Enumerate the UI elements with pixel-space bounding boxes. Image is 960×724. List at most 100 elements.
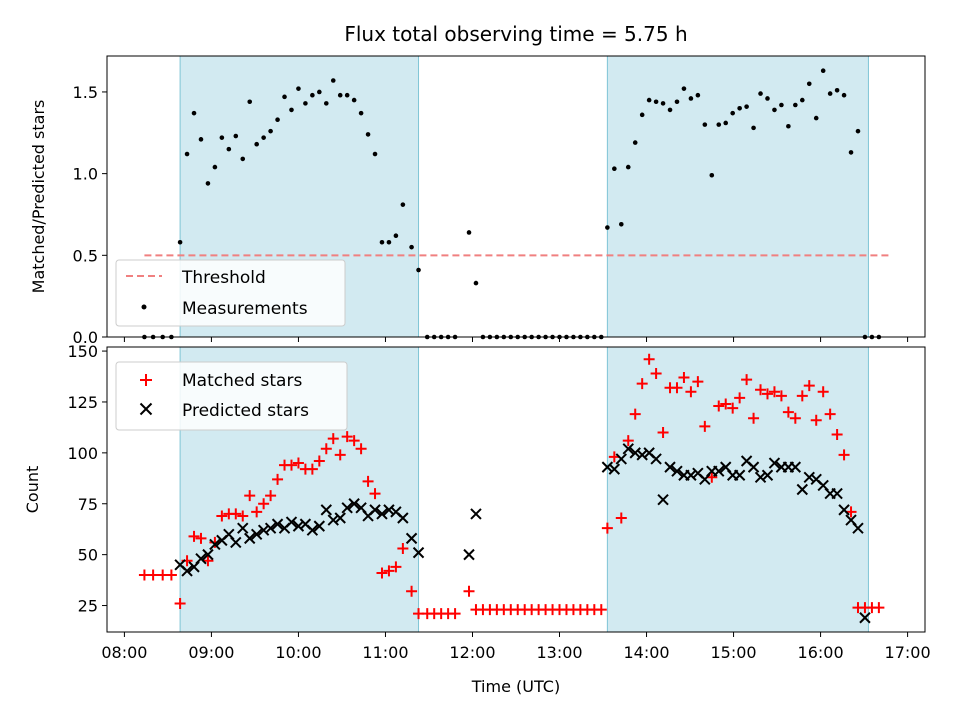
matched-star-point-77 — [692, 376, 704, 388]
y-tick-label-2: 1.0 — [73, 165, 98, 184]
matched-star-point-75 — [678, 372, 690, 384]
predicted-star-point-58 — [747, 461, 760, 473]
matched-star-point-71 — [650, 367, 662, 379]
predicted-star-point-30 — [383, 504, 395, 516]
measurement-point-28 — [344, 92, 350, 98]
measurement-point-4 — [177, 239, 183, 245]
measurement-point-7 — [198, 137, 204, 142]
predicted-star-point-45 — [657, 493, 669, 506]
matched-star-point-93 — [803, 380, 815, 392]
matched-star-point-33 — [376, 567, 388, 579]
measurement-point-66 — [618, 221, 624, 227]
predicted-star-point-29 — [376, 508, 388, 520]
matched-star-point-91 — [789, 412, 801, 424]
x-tick-label-5: 13:00 — [536, 643, 582, 662]
matched-star-point-44 — [463, 585, 475, 597]
predicted-star-point-33 — [405, 532, 418, 545]
predicted-star-point-44 — [650, 453, 662, 465]
matched-star-point-95 — [817, 386, 829, 398]
matched-stars-series — [138, 353, 885, 620]
measurement-point-15 — [254, 141, 259, 147]
predicted-stars-series — [174, 443, 871, 624]
measurement-point-97 — [834, 88, 840, 93]
measurement-point-22 — [303, 101, 308, 106]
matched-star-point-103 — [873, 602, 885, 614]
measurement-point-16 — [261, 135, 266, 140]
predicted-star-point-73 — [852, 522, 864, 534]
measurement-point-86 — [758, 91, 763, 96]
legend-predicted-swatch — [139, 402, 153, 416]
bottom-legend: Matched stars Predicted stars — [115, 361, 348, 431]
top-panel: 0.0 0.5 1.0 1.5 Matched/Predicted stars Thr… — [29, 55, 926, 347]
matched-star-point-76 — [685, 386, 697, 398]
legend-measurements-swatch — [141, 304, 147, 310]
measurement-point-76 — [688, 96, 694, 101]
matched-star-point-15 — [251, 506, 263, 518]
matched-star-point-67 — [622, 435, 634, 447]
measurement-point-5 — [184, 151, 190, 157]
predicted-star-point-59 — [754, 471, 767, 483]
measurement-point-83 — [737, 105, 742, 111]
measurement-point-27 — [337, 92, 343, 98]
predicted-star-point-41 — [629, 447, 641, 459]
predicted-star-point-37 — [601, 461, 614, 473]
predicted-star-point-3 — [195, 553, 207, 565]
measurement-point-100 — [855, 128, 861, 134]
predicted-star-point-46 — [664, 461, 676, 473]
matched-star-point-63 — [595, 604, 607, 616]
matched-star-point-6 — [188, 530, 200, 542]
matched-star-point-10 — [216, 510, 228, 522]
predicted-star-point-34 — [412, 546, 425, 559]
matched-star-point-30 — [355, 443, 367, 455]
matched-star-point-16 — [258, 498, 270, 510]
measurement-point-67 — [625, 164, 631, 170]
matched-star-point-85 — [748, 412, 760, 424]
y-tick-label-3: 1.5 — [73, 83, 98, 102]
x-tick-label-3: 11:00 — [362, 643, 408, 662]
matched-star-point-87 — [761, 388, 773, 400]
predicted-star-point-25 — [348, 498, 360, 510]
bottom-plot-frame — [106, 346, 926, 633]
measurement-point-93 — [806, 81, 812, 87]
top-x-ticks — [123, 337, 909, 342]
measurement-point-29 — [351, 97, 357, 103]
y-tick-label-1: 0.5 — [73, 246, 98, 265]
predicted-star-point-66 — [803, 471, 815, 483]
matched-star-point-17 — [265, 490, 277, 502]
matched-star-point-26 — [327, 433, 339, 445]
measurement-point-74 — [674, 99, 680, 105]
predicted-star-point-60 — [761, 469, 774, 481]
matched-star-point-3 — [165, 569, 177, 581]
x-tick-label-4: 12:00 — [449, 643, 495, 662]
matched-star-point-1 — [147, 569, 159, 581]
shaded-interval-1 — [606, 55, 869, 338]
measurement-point-21 — [296, 86, 301, 91]
measurement-point-19 — [282, 94, 287, 100]
top-plot-frame — [106, 55, 926, 338]
measurement-point-94 — [813, 115, 819, 121]
y-tick-label-3: 100 — [67, 444, 98, 463]
shaded-interval-1 — [606, 346, 869, 633]
measurement-point-26 — [330, 78, 336, 83]
predicted-star-point-20 — [313, 520, 326, 532]
matched-star-point-34 — [383, 565, 395, 577]
top-y-axis-label: Matched/Predicted stars — [29, 100, 48, 294]
measurement-point-82 — [730, 110, 735, 116]
measurement-point-37 — [409, 244, 414, 250]
measurement-point-85 — [751, 125, 756, 131]
measurement-point-69 — [639, 112, 645, 118]
y-tick-label-0: 25 — [78, 597, 98, 616]
measurement-point-68 — [632, 140, 638, 145]
chart-title: Flux total observing time = 5.75 h — [344, 22, 687, 46]
top-legend-box — [115, 259, 346, 327]
bottom-legend-box — [115, 361, 348, 431]
predicted-star-point-42 — [636, 449, 648, 461]
predicted-star-point-17 — [292, 520, 305, 532]
measurement-point-95 — [820, 68, 826, 74]
predicted-star-point-35 — [463, 548, 475, 561]
x-tick-label-8: 16:00 — [798, 643, 844, 662]
matched-star-point-43 — [449, 608, 461, 620]
predicted-star-point-8 — [230, 536, 242, 549]
legend-matched-label: Matched stars — [182, 371, 302, 391]
